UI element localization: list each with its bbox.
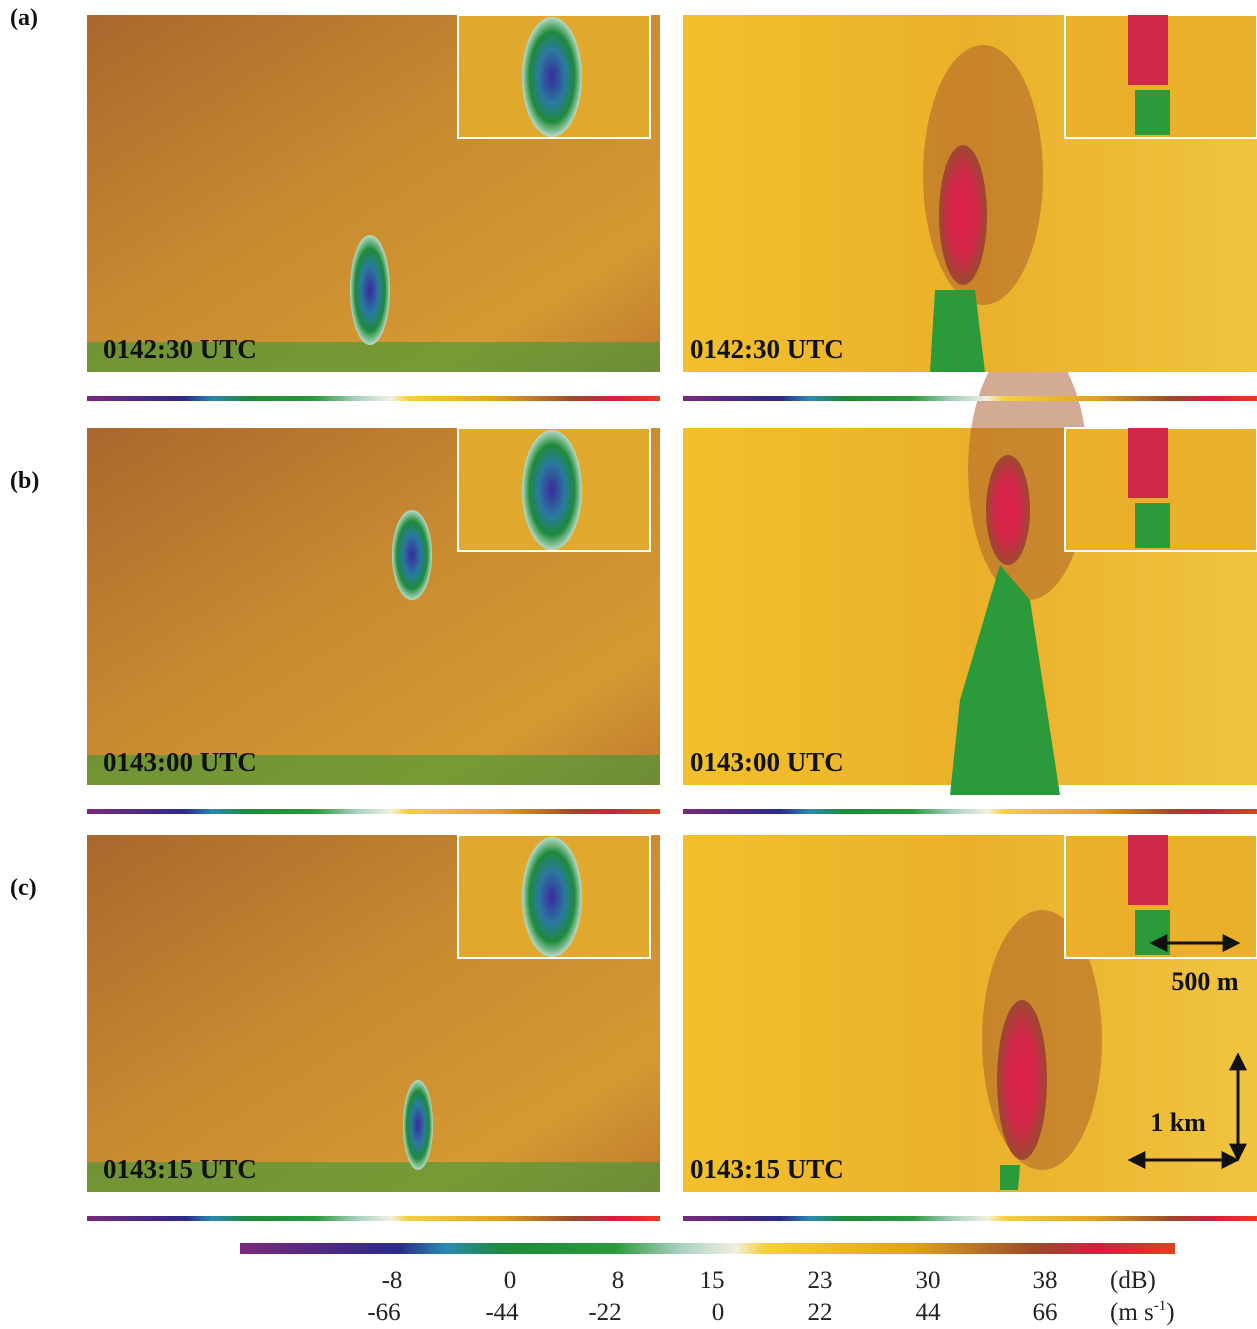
inset-vortex [522, 17, 582, 137]
mini-colorbar [87, 809, 660, 814]
colorbar [240, 1243, 1175, 1254]
inset-green [1135, 90, 1170, 135]
inbound-echo [950, 565, 1060, 795]
panel-row: 0143:00 UTC 0143:00 UTC (b) [10, 340, 1257, 814]
vortex-echo [392, 510, 432, 600]
mini-colorbar [683, 396, 1257, 401]
colorbar-label: 38 [1033, 1267, 1058, 1294]
hook-echo [997, 1000, 1047, 1160]
inset-green [1135, 910, 1170, 955]
hook-echo [939, 145, 987, 285]
inset-hook [1128, 835, 1168, 905]
colorbar-label: -22 [588, 1299, 621, 1326]
inset-green [1135, 503, 1170, 548]
colorbar-label: -44 [485, 1299, 519, 1326]
inset-vortex [522, 430, 582, 550]
mini-colorbar [87, 1216, 660, 1221]
vortex-echo [403, 1080, 433, 1170]
colorbar-label: 0 [504, 1267, 517, 1294]
colorbar-label: 22 [808, 1299, 833, 1326]
colorbar-label: 30 [916, 1267, 941, 1294]
inbound-echo [930, 290, 985, 372]
scale-label: 1 km [1150, 1108, 1206, 1137]
scale-bars: 500 m 1 km [1127, 934, 1247, 1169]
colorbar-label: 15 [700, 1267, 725, 1294]
panel-row: 0143:15 UTC 0143:15 UTC (c) [10, 834, 1257, 1221]
ground-echo [87, 342, 660, 372]
unit-label: (m s-1) [1110, 1298, 1175, 1326]
panel-row: 0142:30 UTC 0142:30 UTC (a) [10, 5, 1257, 401]
mini-colorbar [683, 809, 1257, 814]
time-stamp: 0143:15 UTC [690, 1154, 844, 1184]
ground-echo [87, 755, 660, 785]
time-stamp: 0143:00 UTC [103, 747, 257, 777]
mini-colorbar [87, 396, 660, 401]
colorbar-label: 8 [612, 1267, 625, 1294]
panel-label: (b) [10, 468, 39, 494]
panel-label: (a) [10, 5, 38, 31]
shear-zone [923, 45, 1043, 305]
inset-hook [1128, 428, 1168, 498]
time-stamp: 0142:30 UTC [103, 334, 257, 364]
panel-label: (c) [10, 875, 37, 901]
colorbar-label: 66 [1033, 1299, 1058, 1326]
vortex-echo [350, 235, 390, 345]
colorbar-label: -8 [382, 1267, 403, 1294]
inbound-echo [1000, 1165, 1020, 1190]
colorbar-label: 0 [712, 1299, 725, 1326]
time-stamp: 0143:15 UTC [103, 1154, 257, 1184]
unit-label: (dB) [1110, 1267, 1156, 1294]
ground-echo [87, 1162, 660, 1192]
inset-vortex [522, 837, 582, 957]
time-stamp: 0142:30 UTC [690, 334, 844, 364]
scale-label: 500 m [1171, 967, 1239, 996]
colorbar-label: 23 [808, 1267, 833, 1294]
inset-hook [1128, 15, 1168, 85]
mini-colorbar [683, 1216, 1257, 1221]
colorbar-label: -66 [367, 1299, 400, 1326]
colorbar-label: 44 [916, 1299, 942, 1326]
time-stamp: 0143:00 UTC [690, 747, 844, 777]
hook-echo [986, 455, 1030, 565]
